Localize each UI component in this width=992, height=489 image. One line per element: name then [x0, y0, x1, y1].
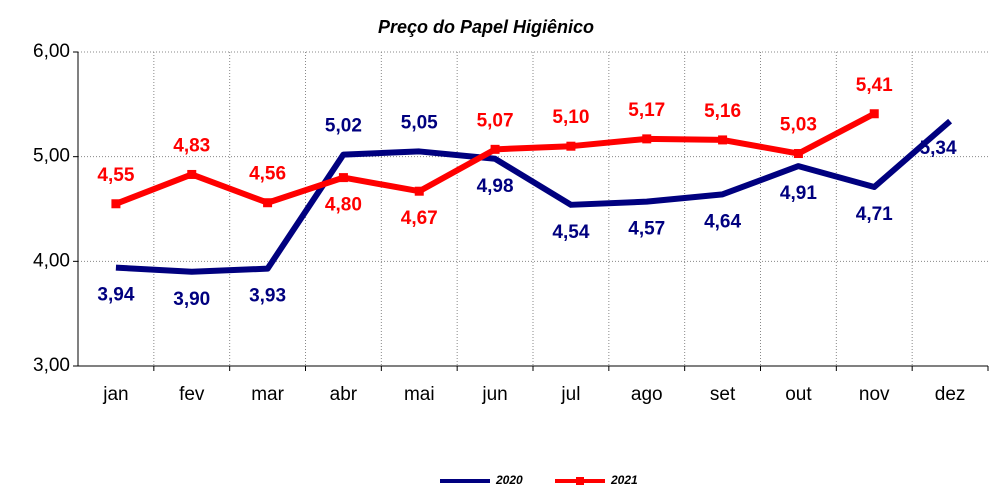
marker [338, 173, 348, 183]
value-label: 4,98 [477, 176, 514, 197]
value-label: 4,57 [628, 219, 665, 240]
value-label: 5,03 [780, 115, 817, 136]
marker [490, 144, 500, 154]
value-label: 4,64 [704, 211, 741, 232]
value-label: 3,94 [97, 285, 134, 306]
value-label: 3,93 [249, 286, 286, 307]
value-label: 4,54 [552, 222, 589, 243]
value-label: 4,55 [97, 165, 134, 186]
x-tick-label: mai [404, 384, 435, 405]
x-tick-label: nov [859, 384, 890, 405]
value-label: 5,41 [856, 75, 893, 96]
legend-label: 2021 [610, 473, 638, 487]
y-tick-label: 5,00 [33, 146, 70, 167]
value-label: 5,07 [477, 110, 514, 131]
marker [869, 109, 879, 119]
value-label: 4,83 [173, 135, 210, 156]
x-tick-label: dez [935, 384, 966, 405]
series-line [115, 118, 953, 275]
value-label: 4,80 [325, 195, 362, 216]
value-label: 5,17 [628, 100, 665, 121]
marker [566, 141, 576, 151]
value-label: 5,05 [401, 112, 438, 133]
y-tick-label: 4,00 [33, 250, 70, 271]
y-tick-label: 6,00 [33, 41, 70, 62]
x-tick-label: jul [560, 384, 580, 405]
value-label: 4,91 [780, 183, 817, 204]
value-label: 5,34 [920, 138, 957, 159]
x-tick-label: mar [251, 384, 284, 405]
legend-marker [576, 477, 584, 485]
value-label: 3,90 [173, 289, 210, 310]
x-tick-label: fev [179, 384, 205, 405]
marker [263, 198, 273, 208]
value-label: 5,02 [325, 116, 362, 137]
y-tick-label: 3,00 [33, 355, 70, 376]
value-label: 4,67 [401, 208, 438, 229]
value-label: 5,16 [704, 101, 741, 122]
value-label: 5,10 [552, 107, 589, 128]
marker [111, 199, 121, 209]
x-tick-label: set [710, 384, 736, 405]
marker [187, 169, 197, 179]
marker [642, 134, 652, 144]
x-tick-label: out [785, 384, 812, 405]
x-tick-label: ago [631, 384, 663, 405]
chart-title: Preço do Papel Higiênico [378, 17, 594, 37]
value-label: 4,56 [249, 164, 286, 185]
value-label: 4,71 [856, 204, 893, 225]
marker [414, 186, 424, 196]
marker [718, 135, 728, 145]
legend-label: 2020 [495, 473, 523, 487]
marker [793, 149, 803, 159]
x-tick-label: jan [102, 384, 128, 405]
x-tick-label: abr [330, 384, 358, 405]
x-tick-label: jun [481, 384, 507, 405]
